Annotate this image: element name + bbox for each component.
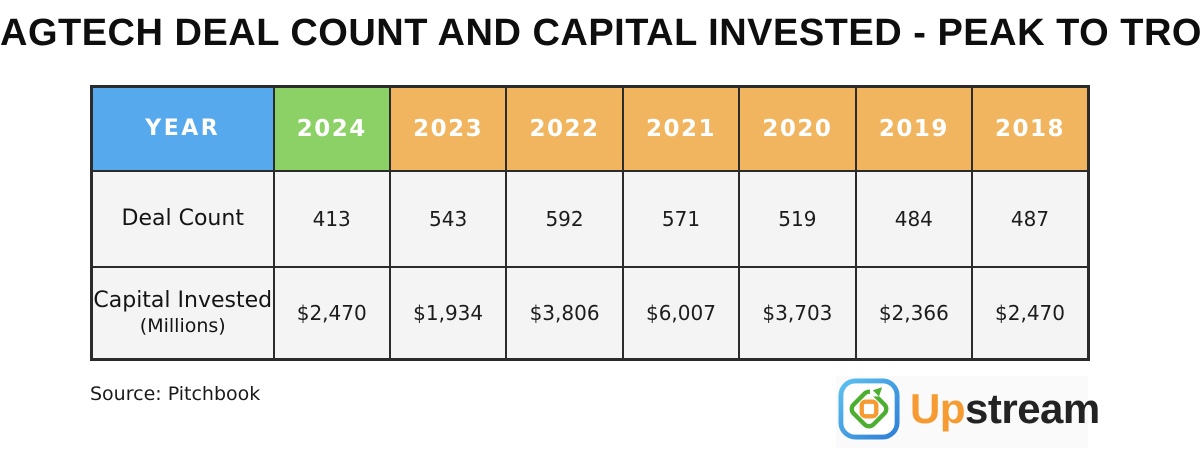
year-cell-2022: 2022 — [505, 85, 624, 172]
year-header-cell: YEAR — [90, 85, 275, 172]
capital-2023: $1,934 — [388, 265, 508, 361]
deal-data-table: YEAR 2024 2023 2022 2021 2020 2019 2018 … — [90, 85, 1090, 361]
page-title: AGTECH DEAL COUNT AND CAPITAL INVESTED -… — [0, 12, 1200, 54]
capital-2019: $2,366 — [854, 265, 974, 361]
year-cell-2023: 2023 — [388, 85, 508, 172]
year-cell-2020: 2020 — [738, 85, 857, 172]
capital-2018: $2,470 — [971, 265, 1090, 361]
capital-2020: $3,703 — [738, 265, 857, 361]
deal-count-2018: 487 — [971, 169, 1090, 268]
upstream-logo: Upstream — [838, 378, 1100, 440]
deal-count-2022: 592 — [505, 169, 624, 268]
deal-count-2024: 413 — [272, 169, 391, 268]
capital-invested-label-main: Capital Invested — [93, 288, 273, 314]
capital-2022: $3,806 — [505, 265, 624, 361]
source-note: Source: Pitchbook — [90, 383, 261, 405]
table-header-row: YEAR 2024 2023 2022 2021 2020 2019 2018 — [90, 85, 1090, 172]
capital-2024: $2,470 — [272, 265, 391, 361]
capital-invested-label: Capital Invested (Millions) — [90, 265, 275, 361]
table-row-capital-invested: Capital Invested (Millions) $2,470 $1,93… — [90, 265, 1090, 361]
deal-count-2019: 484 — [854, 169, 974, 268]
year-cell-2021: 2021 — [621, 85, 741, 172]
table-row-deal-count: Deal Count 413 543 592 571 519 484 487 — [90, 169, 1090, 268]
deal-count-2023: 543 — [388, 169, 508, 268]
logo-text-stream: stream — [965, 385, 1100, 432]
capital-2021: $6,007 — [621, 265, 741, 361]
year-cell-2019: 2019 — [854, 85, 974, 172]
capital-invested-label-sub: (Millions) — [139, 315, 226, 338]
logo-text-up: Up — [910, 385, 966, 432]
year-cell-2018: 2018 — [971, 85, 1090, 172]
year-cell-2024: 2024 — [272, 85, 391, 172]
deal-count-2020: 519 — [738, 169, 857, 268]
deal-count-2021: 571 — [621, 169, 741, 268]
upstream-logo-icon — [838, 378, 900, 440]
upstream-logo-wordmark: Upstream — [910, 385, 1100, 433]
deal-count-label: Deal Count — [90, 169, 275, 268]
